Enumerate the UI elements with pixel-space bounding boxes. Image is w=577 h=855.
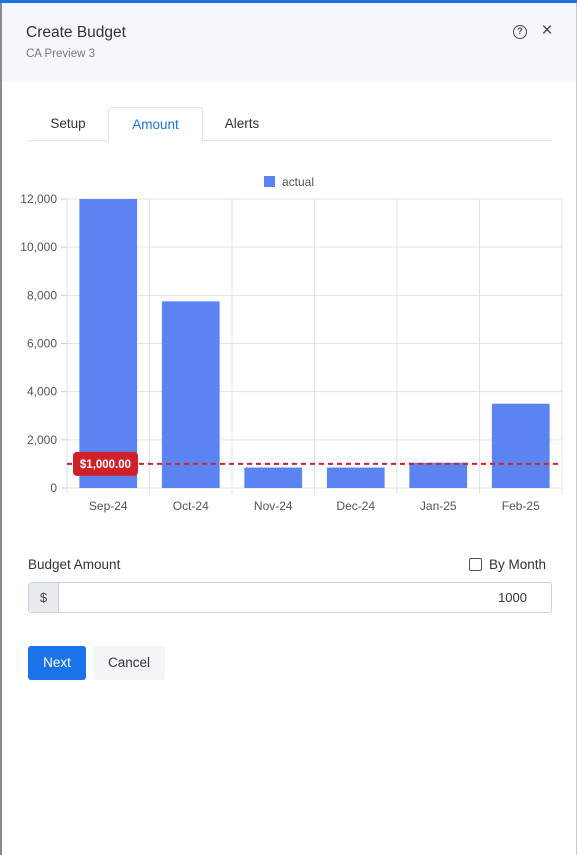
x-tick-label: Feb-25 [502, 499, 540, 513]
dialog-subtitle: CA Preview 3 [26, 48, 96, 60]
help-icon[interactable]: ? [513, 25, 527, 39]
budget-amount-input[interactable]: 1000 [498, 590, 527, 605]
tab-bar: Setup Amount Alerts [28, 107, 552, 142]
dialog-header: Create Budget CA Preview 3 ? × [2, 3, 576, 81]
y-tick-label: 8,000 [27, 288, 57, 302]
tab-alerts[interactable]: Alerts [224, 116, 260, 131]
bar-nov-24 [244, 467, 303, 488]
legend-label: actual [282, 175, 314, 189]
legend-swatch [264, 176, 275, 187]
tab-setup[interactable]: Setup [50, 116, 86, 131]
budget-amount-label: Budget Amount [28, 557, 121, 572]
x-tick-label: Dec-24 [336, 499, 375, 513]
x-tick-label: Oct-24 [173, 499, 209, 513]
y-tick-label: 12,000 [20, 192, 57, 206]
currency-prefix: $ [29, 583, 59, 612]
budget-threshold-badge [73, 451, 138, 476]
y-tick-label: 4,000 [27, 385, 57, 399]
by-month-checkbox[interactable] [469, 558, 482, 571]
by-month-toggle[interactable]: By Month [469, 557, 546, 572]
bar-jan-25 [409, 462, 468, 488]
x-tick-label: Jan-25 [420, 499, 457, 513]
next-button[interactable]: Next [28, 646, 86, 680]
tab-amount[interactable]: Amount [108, 107, 203, 142]
window-left-border [0, 0, 2, 855]
bar-dec-24 [326, 467, 385, 488]
bar-sep-24 [79, 199, 138, 488]
y-tick-label: 0 [50, 481, 57, 495]
bar-feb-25 [491, 403, 550, 488]
close-icon[interactable]: × [541, 20, 553, 41]
x-tick-label: Sep-24 [89, 499, 128, 513]
x-tick-label: Nov-24 [254, 499, 293, 513]
dialog-title: Create Budget [26, 24, 126, 41]
by-month-label: By Month [489, 557, 547, 572]
y-tick-label: 2,000 [27, 433, 57, 447]
budget-threshold-label: $1,000.00 [80, 459, 131, 471]
y-tick-label: 6,000 [27, 337, 57, 351]
budget-amount-input-group: $ 1000 [28, 582, 552, 613]
cancel-button[interactable]: Cancel [93, 646, 165, 680]
y-tick-label: 10,000 [20, 240, 57, 254]
bar-oct-24 [161, 301, 220, 488]
top-accent-bar [0, 0, 577, 3]
budget-bar-chart: 0 2,000 4,000 6,000 8,000 10,000 12,000 Sep-24 O… [20, 175, 563, 513]
